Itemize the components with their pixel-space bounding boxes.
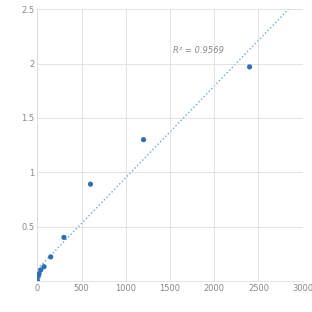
Point	[88, 182, 93, 187]
Point	[36, 274, 41, 279]
Point	[141, 137, 146, 142]
Point	[61, 235, 66, 240]
Point	[35, 278, 40, 283]
Point	[48, 254, 53, 259]
Point	[41, 264, 46, 269]
Point	[37, 271, 41, 276]
Text: R² = 0.9569: R² = 0.9569	[173, 46, 224, 55]
Point	[38, 267, 43, 272]
Point	[247, 64, 252, 69]
